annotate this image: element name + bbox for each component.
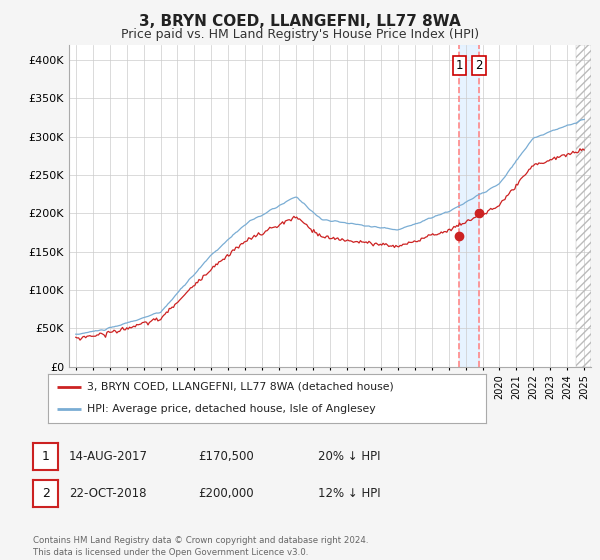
Text: 2: 2 [475,59,483,72]
Bar [576,45,591,367]
Text: 3, BRYN COED, LLANGEFNI, LL77 8WA: 3, BRYN COED, LLANGEFNI, LL77 8WA [139,14,461,29]
Text: Price paid vs. HM Land Registry's House Price Index (HPI): Price paid vs. HM Land Registry's House … [121,28,479,41]
Text: 14-AUG-2017: 14-AUG-2017 [69,450,148,463]
Text: 3, BRYN COED, LLANGEFNI, LL77 8WA (detached house): 3, BRYN COED, LLANGEFNI, LL77 8WA (detac… [88,382,394,392]
Text: 20% ↓ HPI: 20% ↓ HPI [318,450,380,463]
Text: Contains HM Land Registry data © Crown copyright and database right 2024.
This d: Contains HM Land Registry data © Crown c… [33,536,368,557]
Text: £200,000: £200,000 [198,487,254,501]
Text: HPI: Average price, detached house, Isle of Anglesey: HPI: Average price, detached house, Isle… [88,404,376,414]
Text: 1: 1 [41,450,50,463]
Text: 22-OCT-2018: 22-OCT-2018 [69,487,146,501]
Text: £170,500: £170,500 [198,450,254,463]
Bar [459,45,479,367]
Text: 2: 2 [41,487,50,501]
Text: 1: 1 [455,59,463,72]
Text: 12% ↓ HPI: 12% ↓ HPI [318,487,380,501]
